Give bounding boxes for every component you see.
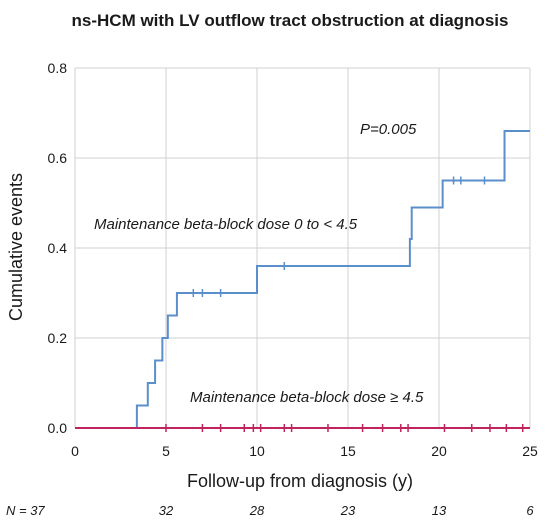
x-tick-label: 0 xyxy=(71,443,79,459)
at-risk-value: 6 xyxy=(526,503,534,518)
y-tick-label: 0.2 xyxy=(48,330,68,346)
at-risk-value: 28 xyxy=(249,503,265,518)
at-risk-value: 13 xyxy=(432,503,447,518)
y-tick-label: 0.0 xyxy=(48,420,68,436)
at-risk-label: N = 37 xyxy=(6,503,45,518)
x-tick-label: 15 xyxy=(340,443,356,459)
p-value-annotation: P=0.005 xyxy=(360,121,417,138)
y-tick-label: 0.4 xyxy=(48,240,68,256)
grid xyxy=(74,67,531,429)
x-tick-label: 25 xyxy=(522,443,538,459)
x-tick-label: 20 xyxy=(431,443,447,459)
y-tick-label: 0.8 xyxy=(48,60,68,76)
series-2 xyxy=(75,424,530,432)
y-axis-label: Cumulative events xyxy=(6,173,26,321)
series-1 xyxy=(75,130,530,429)
at-risk-value: 23 xyxy=(340,503,356,518)
lower-series-annotation: Maintenance beta-block dose ≥ 4.5 xyxy=(190,389,424,406)
at-risk-row: 32 28 23 13 6 xyxy=(159,503,535,518)
at-risk-value: 32 xyxy=(159,503,174,518)
chart-title: ns-HCM with LV outflow tract obstruction… xyxy=(72,11,509,30)
x-tick-label: 10 xyxy=(249,443,265,459)
series-1-line xyxy=(75,130,530,429)
x-axis-ticks: 0 5 10 15 20 25 xyxy=(71,443,538,459)
x-axis-label: Follow-up from diagnosis (y) xyxy=(187,471,413,491)
y-axis-ticks: 0.0 0.2 0.4 0.6 0.8 xyxy=(48,60,68,436)
upper-series-annotation: Maintenance beta-block dose 0 to < 4.5 xyxy=(94,216,358,233)
x-tick-label: 5 xyxy=(162,443,170,459)
y-tick-label: 0.6 xyxy=(48,150,68,166)
series-layer xyxy=(75,130,530,432)
